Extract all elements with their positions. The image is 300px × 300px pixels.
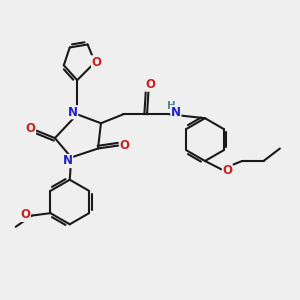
Text: O: O: [120, 139, 130, 152]
Text: O: O: [145, 78, 155, 91]
Text: H: H: [167, 101, 176, 111]
Text: N: N: [63, 154, 73, 167]
Text: O: O: [92, 56, 101, 69]
Text: O: O: [20, 208, 31, 221]
Text: N: N: [68, 106, 78, 119]
Text: O: O: [26, 122, 35, 135]
Text: N: N: [171, 106, 181, 119]
Text: O: O: [222, 164, 232, 177]
